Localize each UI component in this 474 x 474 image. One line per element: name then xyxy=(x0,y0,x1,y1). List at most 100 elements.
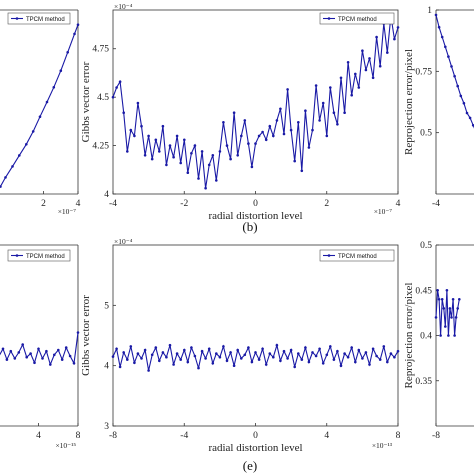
data-point xyxy=(122,111,125,114)
data-point xyxy=(197,177,200,180)
data-point xyxy=(1,347,5,351)
data-point xyxy=(436,289,439,292)
data-point xyxy=(442,307,446,310)
legend-box xyxy=(319,249,395,262)
data-point xyxy=(25,355,29,359)
data-point xyxy=(193,144,197,147)
data-point xyxy=(222,345,225,348)
data-point xyxy=(158,359,161,363)
data-point xyxy=(282,132,286,136)
data-point xyxy=(456,84,460,88)
data-point xyxy=(207,347,211,351)
x-tick-label: -4 xyxy=(432,199,440,209)
data-point xyxy=(11,165,14,168)
data-point xyxy=(168,343,172,347)
data-point xyxy=(314,354,318,358)
x-tick-label: -2 xyxy=(180,199,188,209)
data-point xyxy=(257,358,261,361)
data-point xyxy=(49,363,52,366)
x-exponent-label: ×10⁻¹³ xyxy=(372,441,393,450)
data-point xyxy=(297,352,300,355)
data-point xyxy=(318,347,321,351)
x-tick-label: 4 xyxy=(76,199,81,209)
data-point xyxy=(264,363,268,366)
data-point xyxy=(361,357,364,360)
data-point xyxy=(225,144,229,147)
y-exponent-label: ×10⁻⁴ xyxy=(114,237,133,246)
data-point xyxy=(307,146,311,149)
data-point xyxy=(165,355,168,359)
x-tick-label: 8 xyxy=(76,431,81,441)
caption-e: (e) xyxy=(243,458,257,473)
y-tick-label: 4 xyxy=(104,190,109,200)
data-point xyxy=(136,352,140,355)
series-line xyxy=(112,15,399,189)
data-point xyxy=(200,150,204,153)
data-point xyxy=(186,171,190,174)
data-point xyxy=(325,134,329,138)
data-point xyxy=(447,55,450,58)
data-point xyxy=(45,100,49,104)
data-point xyxy=(451,298,455,301)
data-point xyxy=(9,349,13,353)
data-point xyxy=(286,357,289,360)
x-exponent-label: ×10⁻⁷ xyxy=(374,207,393,216)
data-point xyxy=(386,360,389,364)
data-point xyxy=(378,64,382,68)
data-point xyxy=(29,352,32,355)
data-point xyxy=(143,154,147,157)
data-point xyxy=(350,346,354,349)
data-point xyxy=(297,121,300,124)
data-point xyxy=(454,316,458,319)
data-point xyxy=(368,57,371,60)
data-point xyxy=(218,355,222,359)
panel-a-chart: 2 4×10⁻⁷ TPCM method xyxy=(0,9,81,216)
data-point xyxy=(183,348,186,352)
data-point xyxy=(357,348,361,352)
data-point xyxy=(378,358,382,361)
data-point xyxy=(175,352,179,355)
x-tick-label: 2 xyxy=(41,199,46,209)
data-point xyxy=(440,35,444,39)
data-point xyxy=(161,351,165,354)
data-point xyxy=(64,346,68,349)
y-axis-label: Reprojection error/pixel xyxy=(403,283,415,389)
data-point xyxy=(76,331,80,334)
data-point xyxy=(289,348,293,352)
data-point xyxy=(311,128,314,132)
legend-box xyxy=(7,249,71,262)
series-line xyxy=(435,290,460,336)
y-tick-label: 4.5 xyxy=(97,93,109,103)
data-point xyxy=(437,298,441,301)
data-point xyxy=(304,109,307,112)
x-tick-label: 4 xyxy=(324,431,329,441)
data-point xyxy=(200,349,204,353)
data-point xyxy=(445,289,449,292)
data-point xyxy=(17,351,21,354)
data-point xyxy=(311,351,314,354)
data-point xyxy=(293,365,297,369)
data-point xyxy=(225,359,229,363)
data-point xyxy=(179,358,182,361)
data-point xyxy=(161,124,165,128)
data-point xyxy=(343,111,346,114)
caption-b: (b) xyxy=(242,219,257,234)
data-point xyxy=(218,150,222,153)
data-point xyxy=(453,74,456,78)
x-tick-label: -4 xyxy=(180,431,188,441)
data-point xyxy=(232,111,236,114)
data-point xyxy=(25,143,28,146)
data-point xyxy=(393,355,396,359)
data-point xyxy=(243,119,247,122)
data-point xyxy=(215,179,218,182)
data-point xyxy=(243,353,247,357)
data-point xyxy=(76,23,80,27)
data-point xyxy=(147,134,150,138)
data-point xyxy=(282,349,286,353)
data-point xyxy=(440,298,444,301)
data-point xyxy=(222,121,225,124)
data-point xyxy=(133,134,136,138)
data-point xyxy=(115,347,118,351)
